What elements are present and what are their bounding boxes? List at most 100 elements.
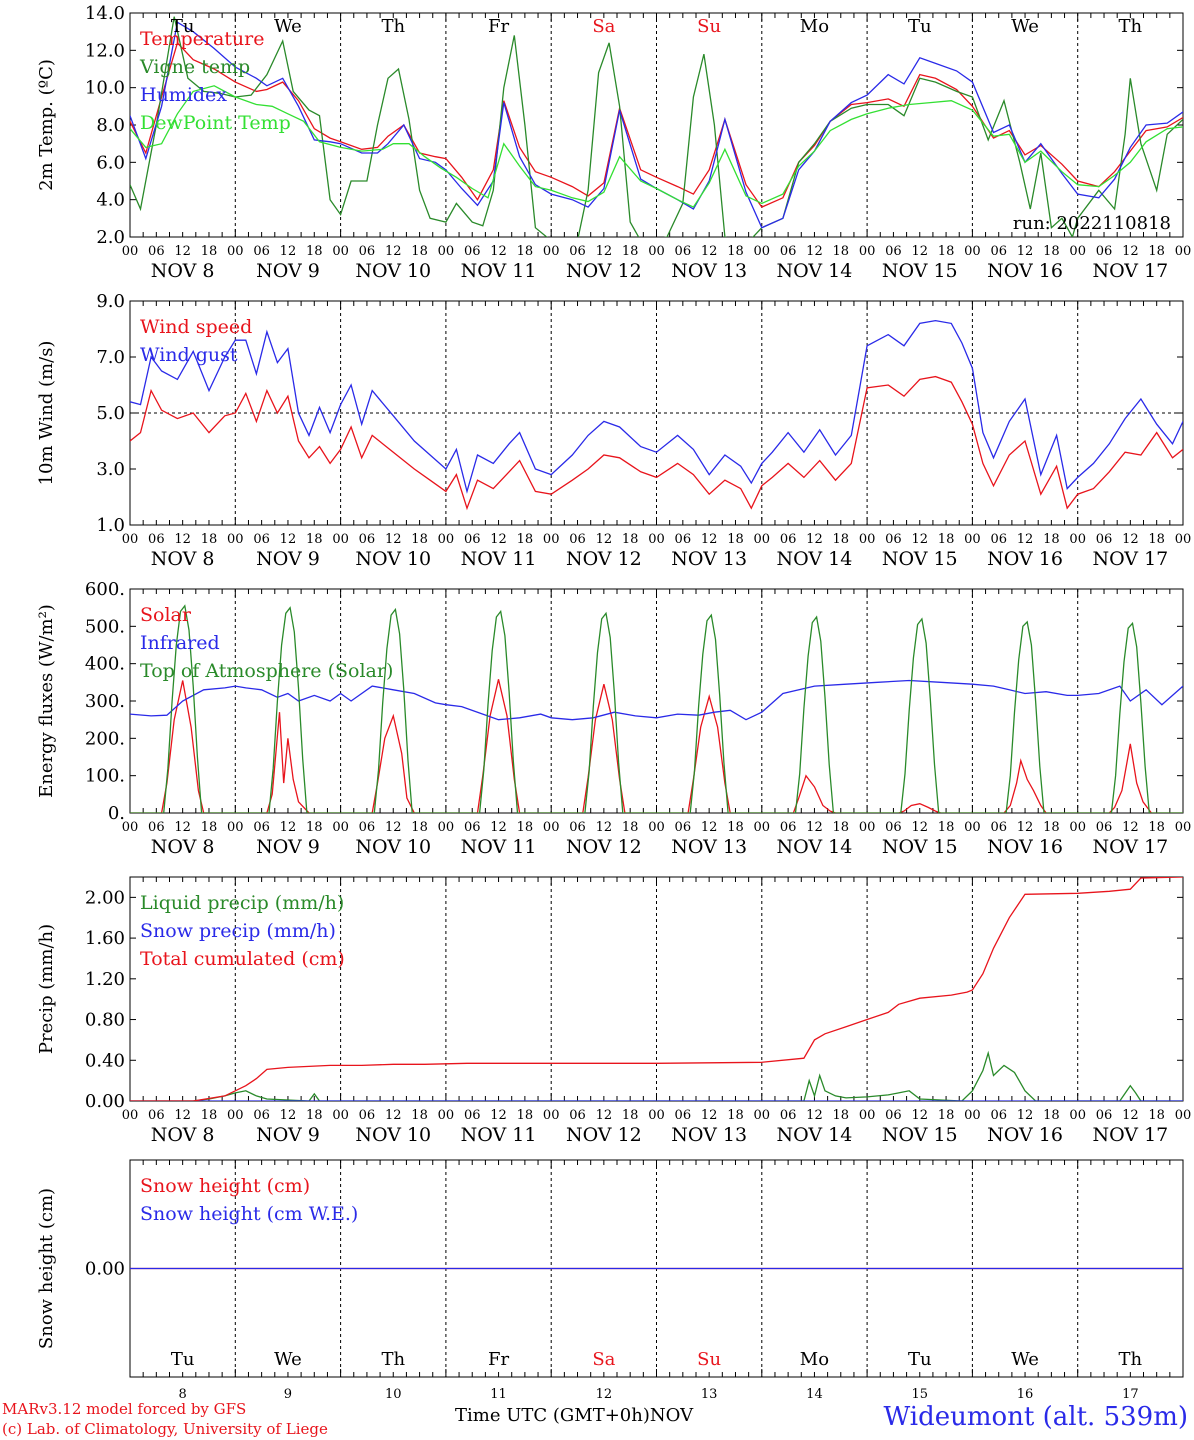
hour-label: 12 [1122,1108,1139,1123]
hour-label: 18 [517,1108,534,1123]
hour-label: 12 [701,820,718,835]
hour-label: 12 [701,532,718,547]
date-label: NOV 9 [256,260,320,282]
hour-label: 06 [148,244,165,259]
hour-label: 18 [938,820,955,835]
series-line [130,679,1183,721]
hour-label: 06 [675,820,692,835]
hour-label: 00 [227,1108,244,1123]
hour-label: 12 [280,244,297,259]
weekday-label: Mo [800,16,829,37]
legend-entry: Infrared [140,632,220,654]
hour-label: 12 [1017,820,1034,835]
day-number-label: 11 [490,1387,507,1400]
date-label: NOV 11 [461,836,537,858]
series-line [130,16,1183,237]
date-label: NOV 10 [355,260,431,282]
date-label: NOV 13 [671,260,747,282]
hour-label: 06 [253,820,270,835]
hour-label: 06 [569,244,586,259]
panel-5: 0.00 Snow height (cm) Snow height (cm) Snow… [36,1159,1184,1400]
date-label: NOV 16 [987,260,1063,282]
hour-label: 00 [1069,532,1086,547]
y-tick-label: 500. [85,616,125,637]
hour-label: 12 [1122,244,1139,259]
hour-label: 00 [122,1108,139,1123]
hour-label: 12 [911,532,928,547]
hour-label: 00 [648,532,665,547]
hour-label: 00 [332,244,349,259]
hour-label: 06 [780,532,797,547]
hour-label: 18 [201,820,218,835]
hour-label: 18 [306,532,323,547]
hour-label: 00 [1175,532,1192,547]
y-axis-label: Energy fluxes (W/m²) [36,604,57,798]
hour-label: 06 [569,820,586,835]
hour-label: 12 [174,1108,191,1123]
hour-label: 12 [280,532,297,547]
hour-label: 06 [990,532,1007,547]
hour-label: 12 [701,1108,718,1123]
date-label: NOV 11 [461,1124,537,1146]
hour-label: 00 [543,820,560,835]
date-label: NOV 13 [671,1124,747,1146]
hour-label: 18 [622,532,639,547]
hour-label: 12 [806,1108,823,1123]
day-number-label: 16 [1017,1387,1034,1400]
series-line [130,877,1183,1101]
date-label: NOV 8 [151,1124,215,1146]
weekday-label: Sa [592,1349,615,1370]
date-label: NOV 14 [777,260,853,282]
series-line [130,85,1183,208]
hour-label: 00 [964,244,981,259]
hour-label: 18 [1148,532,1165,547]
plot-frame [129,588,1184,814]
hour-label: 18 [833,1108,850,1123]
hour-label: 00 [648,820,665,835]
hour-label: 18 [622,820,639,835]
weekday-label: We [1011,16,1039,37]
weekday-label: Tu [171,16,195,37]
hour-label: 12 [1017,532,1034,547]
legend-entry: Wind speed [140,316,252,338]
day-number-label: 14 [806,1387,823,1400]
run-annotation: run: 2022110818 [1013,213,1171,234]
panel-1: 2.0 4.0 6.0 8.0 10.0 12.0 14.0 2m Temp. (ºC) Tem… [36,3,1191,282]
y-tick-label: 8.0 [96,115,125,136]
y-tick-label: 600. [85,579,125,600]
day-number-label: 8 [179,1387,187,1400]
hour-label: 18 [517,532,534,547]
series-line [130,375,1183,511]
hour-label: 00 [438,244,455,259]
hour-label: 06 [253,532,270,547]
hour-label: 12 [701,244,718,259]
y-axis-label: Snow height (cm) [36,1188,57,1349]
hour-label: 18 [1148,820,1165,835]
weekday-label: Th [1119,1349,1143,1370]
hour-label: 18 [201,532,218,547]
hour-label: 06 [780,820,797,835]
weekday-label: Th [381,1349,405,1370]
hour-label: 12 [385,244,402,259]
hour-label: 18 [411,532,428,547]
hour-label: 18 [622,1108,639,1123]
series-line [130,1050,1183,1101]
hour-label: 18 [306,244,323,259]
weekday-label: Tu [908,16,932,37]
y-tick-label: 300. [85,691,125,712]
hour-label: 18 [201,1108,218,1123]
hour-label: 12 [806,244,823,259]
weekday-label: Fr [488,1349,509,1370]
date-label: NOV 12 [566,260,642,282]
weekday-label: We [1011,1349,1039,1370]
y-tick-label: 0.80 [85,1010,125,1031]
hour-label: 06 [885,532,902,547]
weekday-label: Sa [592,16,615,37]
y-tick-label: 10.0 [85,78,125,99]
hour-label: 12 [174,820,191,835]
hour-label: 18 [833,532,850,547]
hour-label: 06 [885,820,902,835]
date-label: NOV 15 [882,836,958,858]
hour-label: 00 [859,820,876,835]
hour-label: 12 [806,820,823,835]
